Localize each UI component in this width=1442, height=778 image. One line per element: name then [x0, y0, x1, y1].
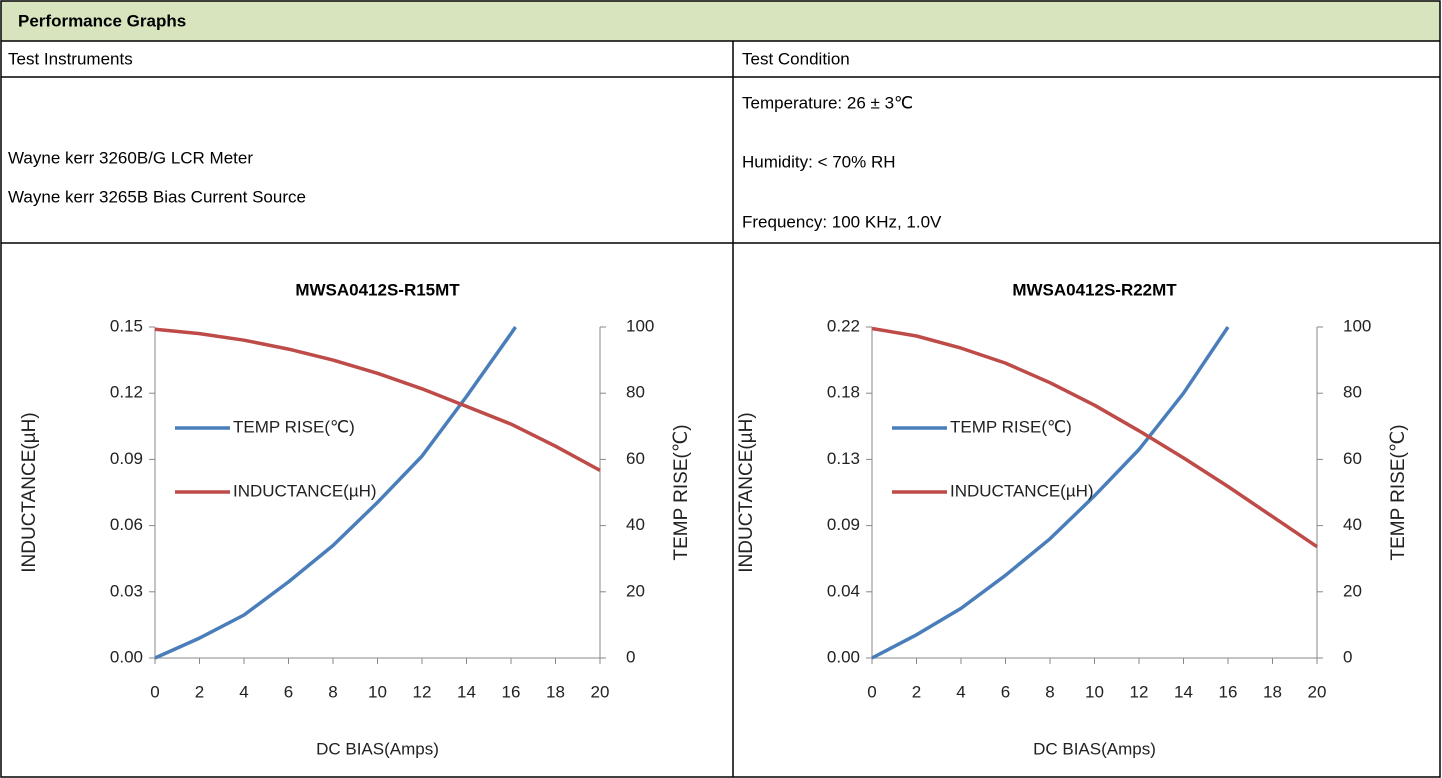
chart-title: MWSA0412S-R15MT — [295, 280, 460, 299]
x-tick-label: 2 — [912, 682, 921, 701]
condition: Temperature: 26 ± 3℃ — [742, 93, 913, 112]
y2-tick-label: 40 — [1343, 515, 1362, 534]
y-tick-label: 0.09 — [827, 515, 860, 534]
y2-tick-label: 100 — [626, 316, 654, 335]
x-tick-label: 2 — [195, 682, 204, 701]
x-tick-label: 16 — [1219, 682, 1238, 701]
x-tick-label: 12 — [1130, 682, 1149, 701]
x-tick-label: 4 — [239, 682, 248, 701]
y2-tick-label: 60 — [626, 449, 645, 468]
x-tick-label: 4 — [956, 682, 965, 701]
header-bg — [1, 1, 1440, 41]
x-tick-label: 0 — [150, 682, 159, 701]
y2-tick-label: 60 — [1343, 449, 1362, 468]
y2-tick-label: 0 — [1343, 647, 1352, 666]
header-title: Performance Graphs — [18, 11, 186, 30]
x-tick-label: 14 — [457, 682, 476, 701]
x-tick-label: 12 — [413, 682, 432, 701]
y2-tick-label: 20 — [626, 581, 645, 600]
series-line — [871, 326, 1318, 549]
y2-tick-label: 80 — [1343, 383, 1362, 402]
x-tick-label: 6 — [284, 682, 293, 701]
x-tick-label: 20 — [1308, 682, 1327, 701]
legend-label: TEMP RISE(℃) — [950, 417, 1072, 436]
y-tick-label: 0.13 — [827, 449, 860, 468]
cell-heading: Test Condition — [742, 49, 850, 68]
y2-axis-label: TEMP RISE(℃) — [1388, 424, 1409, 560]
x-tick-label: 16 — [502, 682, 521, 701]
y-tick-label: 0.04 — [827, 581, 860, 600]
y-tick-label: 0.18 — [827, 383, 860, 402]
y2-tick-label: 40 — [626, 515, 645, 534]
y-tick-label: 0.06 — [110, 515, 143, 534]
y-tick-label: 0.00 — [110, 647, 143, 666]
x-tick-label: 14 — [1174, 682, 1193, 701]
x-axis-label: DC BIAS(Amps) — [1033, 739, 1156, 758]
legend-label: INDUCTANCE(µH) — [233, 481, 377, 500]
x-tick-label: 10 — [1085, 682, 1104, 701]
legend-label: INDUCTANCE(µH) — [950, 481, 1094, 500]
y2-tick-label: 80 — [626, 383, 645, 402]
x-tick-label: 8 — [328, 682, 337, 701]
y-tick-label: 0.22 — [827, 316, 860, 335]
series-line — [154, 326, 517, 660]
condition: Humidity: < 70% RH — [742, 152, 896, 171]
series-line — [154, 327, 601, 472]
y-tick-label: 0.09 — [110, 449, 143, 468]
chart-title: MWSA0412S-R22MT — [1012, 280, 1177, 299]
instrument: Wayne kerr 3265B Bias Current Source — [8, 187, 306, 206]
series-line — [871, 326, 1230, 660]
x-tick-label: 20 — [591, 682, 610, 701]
x-axis-label: DC BIAS(Amps) — [316, 739, 439, 758]
x-tick-label: 18 — [1263, 682, 1282, 701]
legend-label: TEMP RISE(℃) — [233, 417, 355, 436]
instrument: Wayne kerr 3260B/G LCR Meter — [8, 148, 253, 167]
y-axis-label: INDUCTANCE(µH) — [736, 412, 757, 572]
y2-tick-label: 100 — [1343, 316, 1371, 335]
y2-tick-label: 20 — [1343, 581, 1362, 600]
y-tick-label: 0.03 — [110, 581, 143, 600]
y-tick-label: 0.15 — [110, 316, 143, 335]
y-axis-label: INDUCTANCE(µH) — [19, 412, 40, 572]
condition: Frequency: 100 KHz, 1.0V — [742, 212, 942, 231]
x-tick-label: 8 — [1045, 682, 1054, 701]
y-tick-label: 0.12 — [110, 383, 143, 402]
y-tick-label: 0.00 — [827, 647, 860, 666]
x-tick-label: 6 — [1001, 682, 1010, 701]
x-tick-label: 0 — [867, 682, 876, 701]
cell-heading: Test Instruments — [8, 49, 133, 68]
x-tick-label: 18 — [546, 682, 565, 701]
x-tick-label: 10 — [368, 682, 387, 701]
y2-tick-label: 0 — [626, 647, 635, 666]
y2-axis-label: TEMP RISE(℃) — [671, 424, 692, 560]
